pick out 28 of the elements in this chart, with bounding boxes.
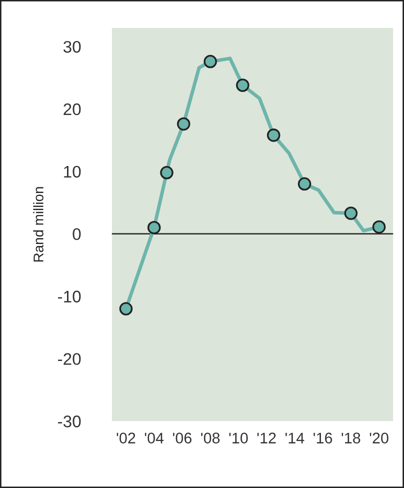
y-tick-label: 10 — [64, 166, 81, 178]
point — [204, 54, 217, 68]
point — [236, 78, 250, 92]
x-tick-label: '14 — [286, 432, 304, 444]
x-tick-label: '20 — [370, 432, 388, 444]
point — [147, 220, 161, 234]
x-tick-label: '10 — [229, 432, 248, 444]
point — [298, 177, 312, 191]
x-tick-label: '12 — [257, 432, 276, 444]
point — [119, 302, 133, 316]
point — [176, 117, 190, 131]
x-tick-label: '16 — [314, 432, 332, 444]
x-tick-label: '02 — [116, 432, 136, 444]
y-tick-label: 0 — [72, 228, 81, 240]
point — [372, 220, 386, 234]
y-axis-title: Rand million — [33, 187, 44, 262]
x-tick-label: '04 — [144, 432, 164, 444]
y-tick-label: -20 — [58, 353, 81, 365]
point — [344, 206, 358, 220]
y-tick-label: 30 — [63, 40, 81, 53]
point — [266, 128, 280, 142]
y-tick-label: -10 — [58, 290, 81, 302]
point — [160, 166, 174, 180]
y-tick-label: 20 — [64, 103, 81, 116]
y-tick-label: -30 — [58, 416, 81, 428]
x-tick-label: '18 — [342, 432, 360, 444]
x-tick-label: '06 — [173, 432, 192, 444]
x-tick-label: '08 — [201, 432, 220, 444]
